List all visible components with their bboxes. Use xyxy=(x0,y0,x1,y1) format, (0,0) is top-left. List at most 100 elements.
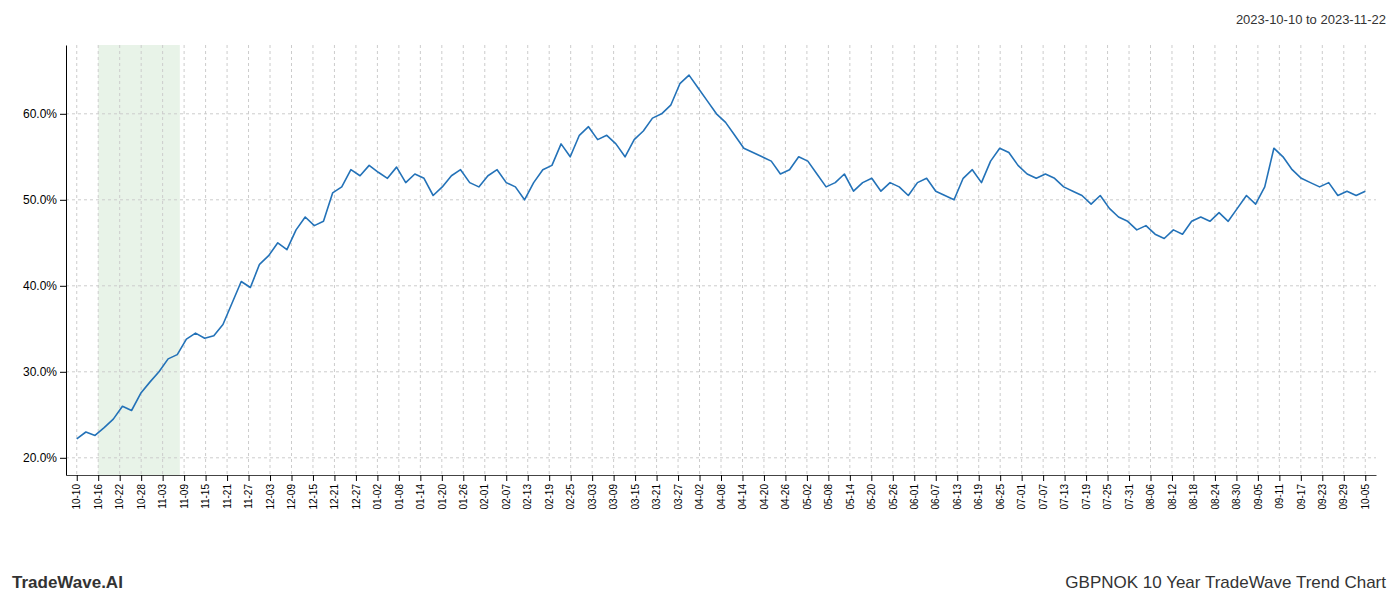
x-tick-label: 10-10 xyxy=(71,484,82,510)
x-tick-mark xyxy=(485,475,486,481)
x-tick: 08-06 xyxy=(1145,475,1156,510)
x-tick-mark xyxy=(1236,475,1237,481)
x-grid-line xyxy=(849,45,850,475)
x-tick-mark xyxy=(334,475,335,481)
x-grid-line xyxy=(291,45,292,475)
x-tick-label: 12-15 xyxy=(308,484,319,510)
x-tick-mark xyxy=(807,475,808,481)
x-tick-mark xyxy=(1322,475,1323,481)
x-tick-mark xyxy=(163,475,164,481)
x-grid-line xyxy=(635,45,636,475)
x-tick: 03-09 xyxy=(608,475,619,510)
x-tick-mark xyxy=(528,475,529,481)
x-tick-mark xyxy=(206,475,207,481)
x-tick-label: 11-27 xyxy=(243,484,254,509)
x-tick: 05-02 xyxy=(802,475,813,510)
y-tick: 20.0% xyxy=(23,451,66,465)
x-tick: 09-17 xyxy=(1296,475,1307,510)
x-tick-label: 05-08 xyxy=(823,484,834,510)
x-tick-mark xyxy=(1086,475,1087,481)
x-tick-mark xyxy=(442,475,443,481)
x-tick: 10-10 xyxy=(71,475,82,510)
x-grid-line xyxy=(914,45,915,475)
x-tick-mark xyxy=(678,475,679,481)
x-grid-line xyxy=(1214,45,1215,475)
x-tick: 02-01 xyxy=(479,475,490,510)
x-tick-label: 11-21 xyxy=(222,484,233,509)
chart-svg: 10-1010-1610-2210-2811-0311-0911-1511-21… xyxy=(0,0,1400,600)
trend-line xyxy=(77,75,1366,439)
x-tick: 09-11 xyxy=(1274,475,1285,509)
x-tick: 12-03 xyxy=(265,475,276,510)
x-grid-line xyxy=(957,45,958,475)
x-tick-mark xyxy=(420,475,421,481)
x-tick: 11-09 xyxy=(179,475,190,509)
x-tick-mark xyxy=(1000,475,1001,481)
x-tick-label: 12-09 xyxy=(286,484,297,510)
x-tick: 11-03 xyxy=(157,475,168,509)
x-tick-label: 11-09 xyxy=(179,484,190,509)
y-grid-line xyxy=(66,199,1376,200)
x-tick-label: 06-25 xyxy=(995,484,1006,510)
x-tick-label: 06-07 xyxy=(930,484,941,510)
x-tick: 07-25 xyxy=(1102,475,1113,510)
x-grid-line xyxy=(1236,45,1237,475)
x-tick-label: 06-19 xyxy=(973,484,984,510)
subtitle: 2023-10-10 to 2023-11-22 xyxy=(1236,12,1386,27)
x-tick: 02-25 xyxy=(565,475,576,510)
x-tick: 11-21 xyxy=(222,475,233,509)
x-tick: 10-05 xyxy=(1360,475,1371,510)
x-tick-label: 07-07 xyxy=(1038,484,1049,510)
y-tick-label: 30.0% xyxy=(23,365,57,379)
x-tick-label: 09-23 xyxy=(1317,484,1328,510)
x-tick: 02-13 xyxy=(522,475,533,510)
x-tick-label: 05-20 xyxy=(866,484,877,510)
x-grid-line xyxy=(742,45,743,475)
x-tick: 04-08 xyxy=(716,475,727,510)
x-tick-mark xyxy=(184,475,185,481)
y-tick-mark xyxy=(60,114,66,115)
x-tick-label: 01-08 xyxy=(394,484,405,510)
x-tick: 04-26 xyxy=(780,475,791,510)
x-tick-mark xyxy=(291,475,292,481)
y-tick-mark xyxy=(60,458,66,459)
x-tick-mark xyxy=(270,475,271,481)
x-tick-label: 09-17 xyxy=(1296,484,1307,510)
x-tick-label: 12-27 xyxy=(351,484,362,510)
x-tick-label: 12-03 xyxy=(265,484,276,510)
x-tick-mark xyxy=(893,475,894,481)
x-tick-mark xyxy=(227,475,228,481)
x-grid-line xyxy=(506,45,507,475)
x-grid-line xyxy=(184,45,185,475)
x-tick-label: 11-03 xyxy=(157,484,168,509)
x-tick: 11-15 xyxy=(200,475,211,509)
x-tick-label: 02-13 xyxy=(522,484,533,510)
x-grid-line xyxy=(806,45,807,475)
x-tick-mark xyxy=(785,475,786,481)
x-grid-line xyxy=(205,45,206,475)
x-tick-mark xyxy=(77,475,78,481)
y-grid-line xyxy=(66,371,1376,372)
x-grid-line xyxy=(1107,45,1108,475)
x-tick-mark xyxy=(1022,475,1023,481)
x-tick-mark xyxy=(700,475,701,481)
x-tick: 09-23 xyxy=(1317,475,1328,510)
x-tick-mark xyxy=(249,475,250,481)
x-grid-line xyxy=(463,45,464,475)
x-tick-mark xyxy=(1172,475,1173,481)
x-tick-mark xyxy=(1279,475,1280,481)
annotation: TradeWave.AI xyxy=(12,573,123,592)
x-grid-line xyxy=(1257,45,1258,475)
x-grid-line xyxy=(721,45,722,475)
x-grid-line xyxy=(1021,45,1022,475)
x-grid-line xyxy=(678,45,679,475)
x-tick: 01-26 xyxy=(458,475,469,510)
x-tick: 09-29 xyxy=(1338,475,1349,510)
x-axis: 10-1010-1610-2210-2811-0311-0911-1511-21… xyxy=(67,475,1377,510)
x-tick: 02-07 xyxy=(501,475,512,510)
x-grid-line xyxy=(892,45,893,475)
x-grid-line xyxy=(613,45,614,475)
x-tick: 06-19 xyxy=(973,475,984,510)
x-tick: 07-19 xyxy=(1081,475,1092,510)
x-grid-line xyxy=(441,45,442,475)
